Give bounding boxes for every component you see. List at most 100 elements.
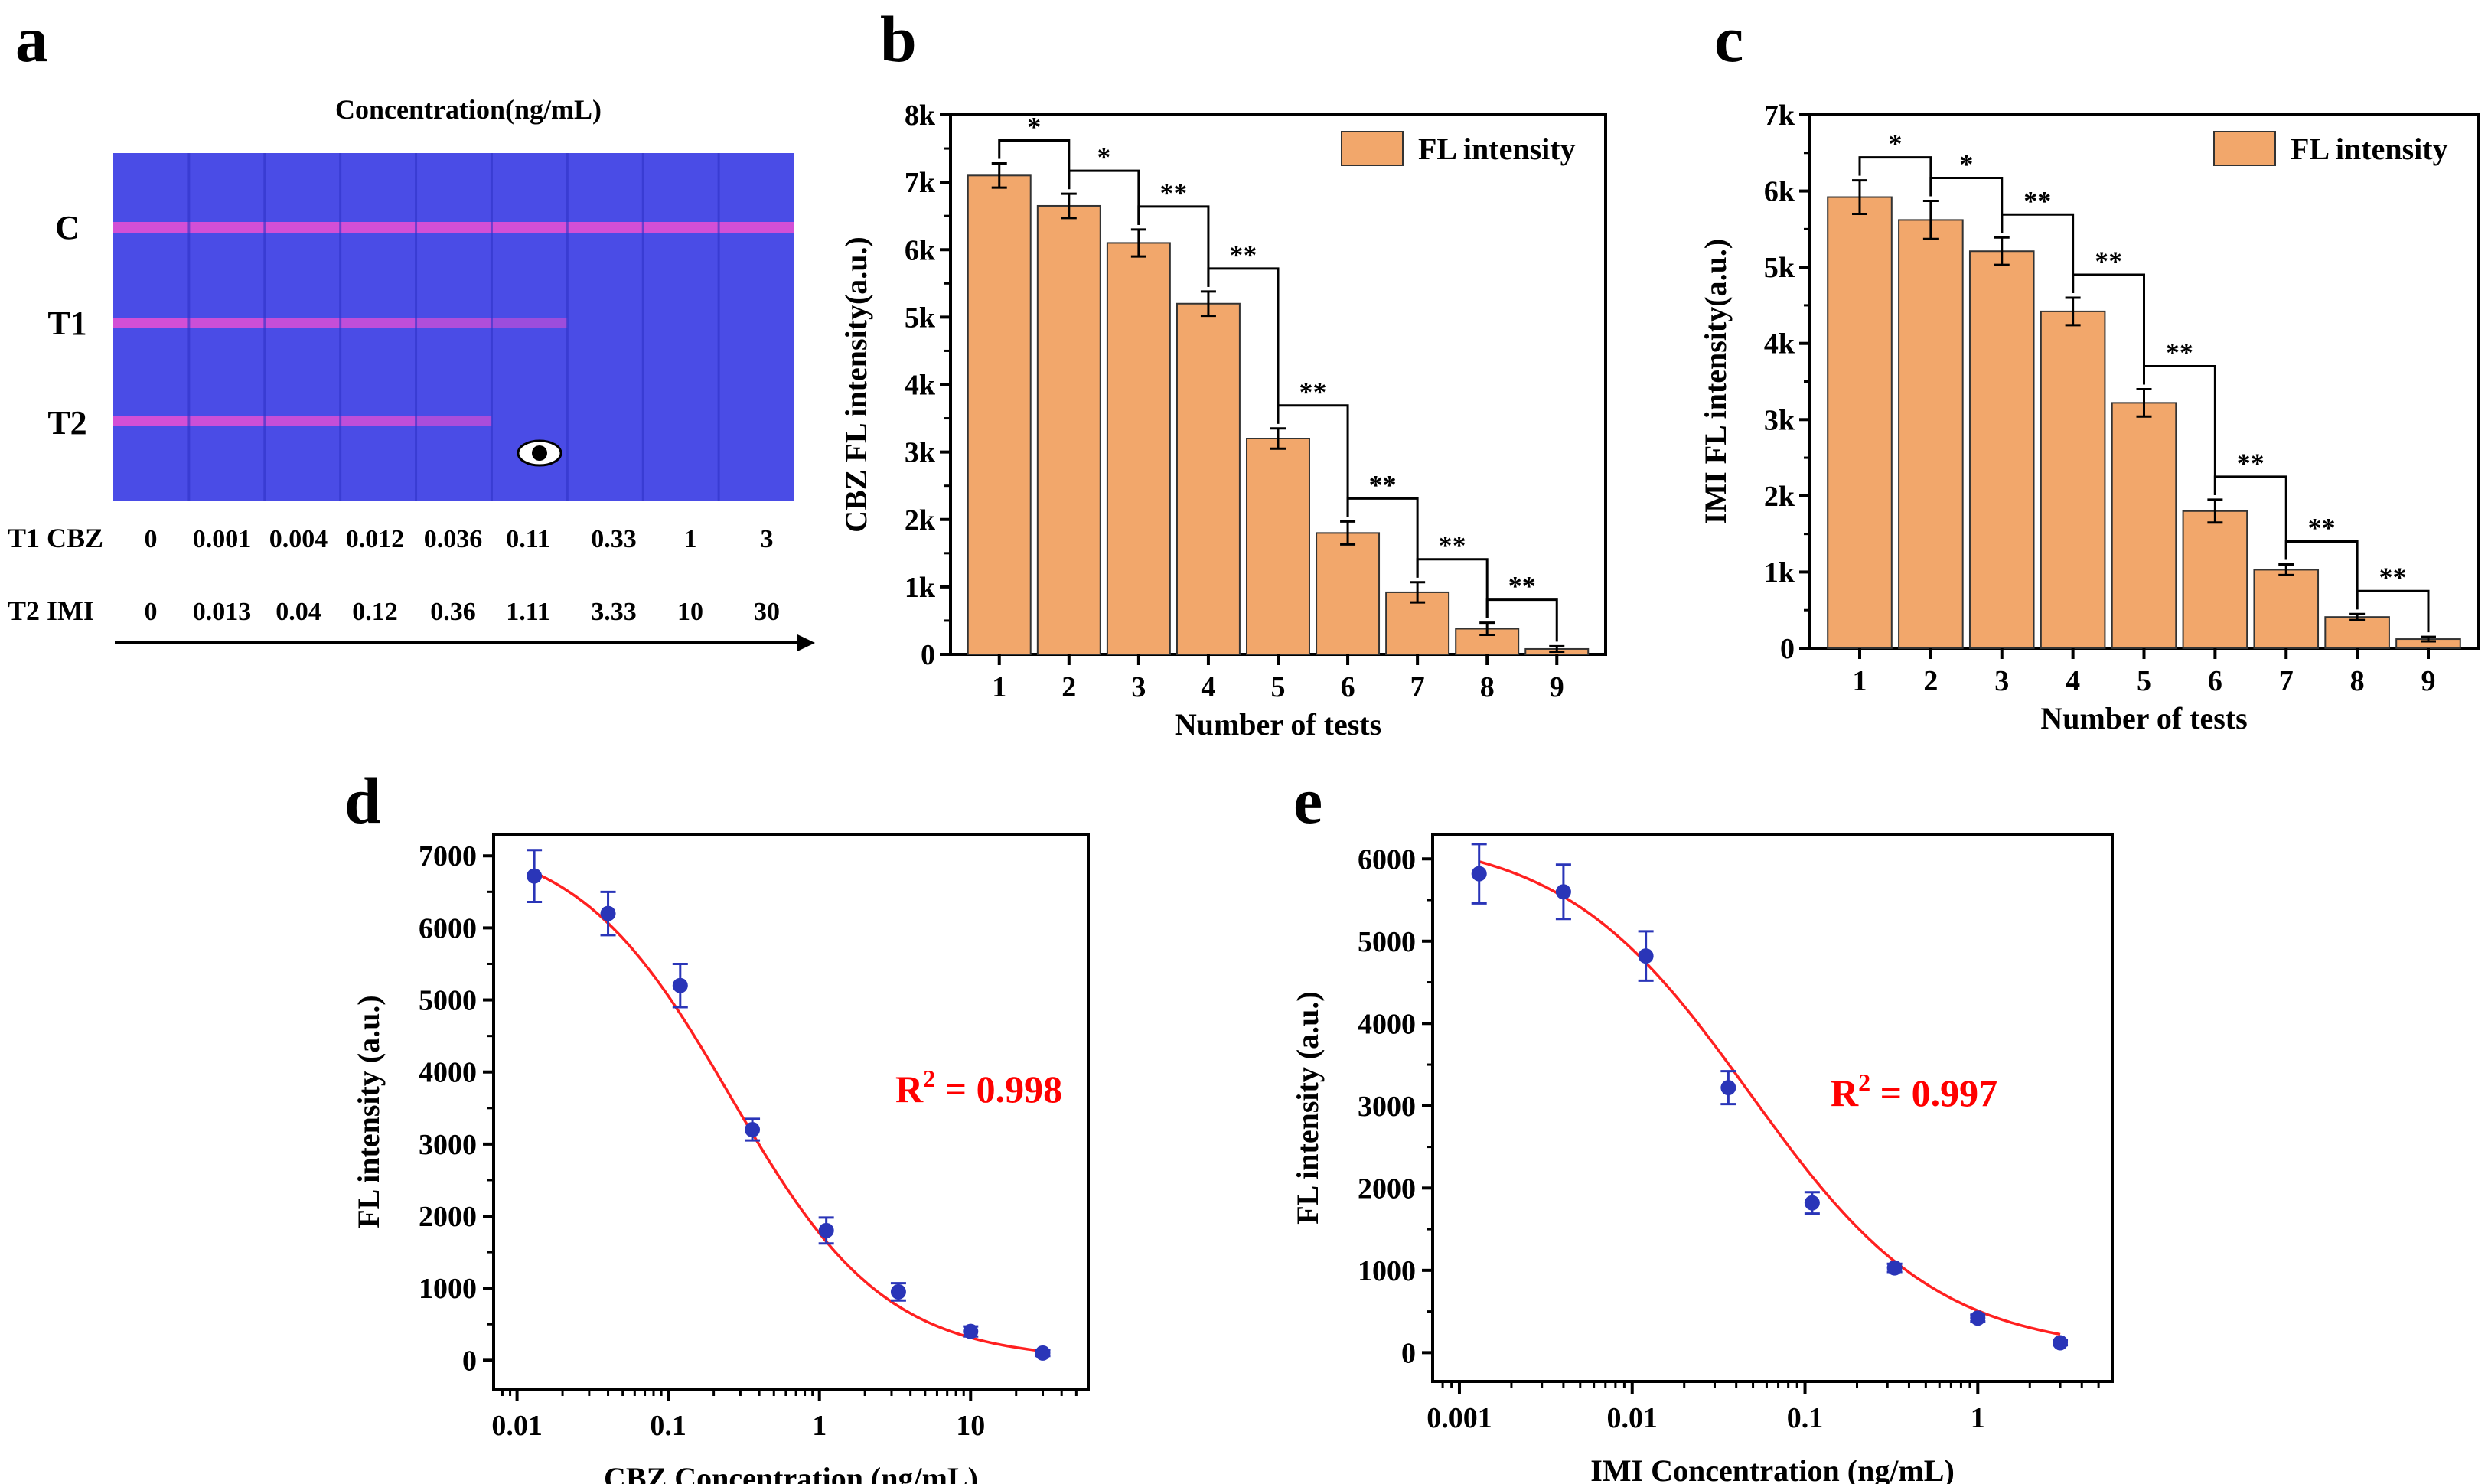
y-tick-label: 3k [1764, 404, 1795, 436]
x-tick-label: 8 [2350, 665, 2365, 697]
significance-bracket [998, 139, 1071, 190]
y-tick-label: 2k [905, 504, 936, 537]
x-tick-label: 10 [956, 1410, 985, 1442]
x-tick-label: 5 [1271, 671, 1286, 703]
r-squared-label: R2 = 0.998 [895, 1065, 1062, 1111]
t1-value: 0.004 [269, 525, 328, 553]
x-tick-label: 7 [1410, 671, 1425, 703]
x-axis-label: CBZ Concentration (ng/mL) [604, 1461, 978, 1484]
t2-concentration-values: 0 0.013 0.04 0.12 0.36 1.11 3.33 10 30 [145, 598, 781, 626]
significance-mark: ** [2166, 337, 2193, 367]
panel-letter-c: c [1714, 2, 1743, 76]
t1-value: 0.001 [193, 525, 252, 553]
y-tick-label: 2k [1764, 481, 1795, 513]
significance-bracket [2284, 540, 2359, 610]
t1-line-band-5 [416, 318, 492, 328]
significance-bracket [2001, 213, 2075, 293]
y-tick-label: 1000 [1358, 1255, 1416, 1287]
x-tick-label: 2 [1923, 665, 1938, 697]
panel-letter-d: d [344, 764, 381, 837]
t1-value: 0.33 [591, 525, 637, 553]
fit-curve [533, 871, 1043, 1353]
t2-line-band-1 [113, 416, 189, 426]
significance-bracket [1929, 177, 2004, 233]
test-strip-array [113, 153, 794, 501]
y-tick-label: 4k [1764, 328, 1795, 360]
r-squared-superscript: 2 [923, 1065, 935, 1092]
x-tick-label: 6 [1341, 671, 1355, 703]
data-point [1720, 1080, 1736, 1096]
c-line-band-1 [113, 222, 189, 233]
data-point [600, 905, 616, 921]
significance-mark: ** [1159, 178, 1187, 208]
y-axis-label: IMI FL intensity(a.u.) [1698, 239, 1733, 524]
plot-frame [492, 833, 1090, 1391]
x-tick-label: 9 [1550, 671, 1564, 703]
c-line-band-2 [188, 222, 265, 233]
bar-6 [1316, 532, 1381, 655]
significance-bracket [1207, 267, 1280, 424]
r-squared-prefix: R [1831, 1071, 1859, 1114]
data-point [672, 977, 688, 993]
significance-mark: ** [2308, 512, 2336, 543]
significance-bracket [1137, 205, 1210, 287]
t1-line-band-2 [188, 318, 265, 328]
data-point [1555, 884, 1571, 900]
y-tick-label: 6k [1764, 176, 1795, 208]
x-tick-label: 1 [1971, 1402, 1985, 1434]
bar-2 [1898, 219, 1964, 649]
data-point [1970, 1310, 1986, 1326]
t1-value: 0 [145, 525, 158, 553]
bar-1 [967, 174, 1032, 655]
t1-value: 0.036 [424, 525, 483, 553]
t2-value: 10 [677, 598, 703, 626]
x-axis-label: IMI Concentration (ng/mL) [1590, 1453, 1955, 1484]
c-line-band-3 [264, 222, 341, 233]
r-squared-value: = 0.997 [1870, 1071, 1997, 1114]
x-tick-label: 3 [1994, 665, 2009, 697]
legend-label: FL intensity [1418, 132, 1576, 166]
x-tick-label: 9 [2421, 665, 2435, 697]
eye-pupil [532, 445, 547, 461]
significance-mark: * [1097, 142, 1110, 172]
y-axis-label: FL intensity (a.u.) [351, 995, 386, 1228]
bar-8 [2324, 616, 2390, 650]
t1-line-band-4 [340, 318, 416, 328]
significance-bracket [1277, 404, 1349, 517]
y-tick-label: 7k [1764, 99, 1795, 132]
bar-6 [2182, 510, 2248, 649]
data-point [2053, 1335, 2069, 1351]
data-point [1035, 1345, 1051, 1361]
t2-line-band-4 [340, 416, 416, 426]
t2-value: 0.36 [430, 598, 476, 626]
y-tick-label: 5000 [1358, 926, 1416, 958]
significance-mark: ** [1229, 240, 1257, 270]
significance-mark: * [1027, 111, 1041, 142]
data-point [1471, 866, 1487, 882]
y-tick-label: 5k [1764, 252, 1795, 284]
bar-5 [1246, 438, 1310, 655]
significance-mark: ** [1508, 571, 1536, 602]
y-tick-label: 3k [905, 437, 936, 469]
x-axis-label: Number of tests [2040, 701, 2247, 735]
y-tick-label: 8k [905, 99, 936, 132]
t2-value: 0.12 [352, 598, 398, 626]
t1-value: 3 [761, 525, 774, 553]
y-tick-label: 1k [905, 572, 936, 604]
t1-line-band-6 [491, 318, 568, 328]
t2-line-band-5 [416, 416, 492, 426]
x-tick-label: 0.1 [650, 1410, 686, 1442]
y-tick-label: 4000 [1358, 1008, 1416, 1040]
legend-swatch [2213, 131, 2276, 166]
significance-bracket [2356, 589, 2430, 633]
significance-mark: ** [2379, 562, 2407, 592]
x-tick-label: 1 [1853, 665, 1867, 697]
t1-value: 0.11 [506, 525, 550, 553]
strip-panel-title: Concentration(ng/mL) [335, 94, 602, 125]
y-tick-label: 6k [905, 234, 936, 266]
y-tick-label: 1k [1764, 556, 1795, 589]
panel-a: a Concentration(ng/mL) C T1 T2 T1 CBZ T2… [8, 2, 815, 651]
x-tick-label: 6 [2208, 665, 2222, 697]
t1-value: 0.012 [346, 525, 405, 553]
